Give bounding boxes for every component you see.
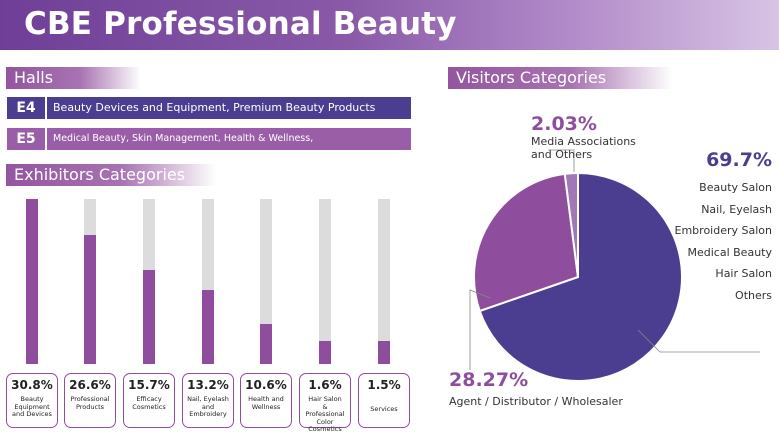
bar-track bbox=[143, 199, 155, 364]
data-label: 10.6% bbox=[245, 378, 287, 392]
bar bbox=[26, 199, 38, 364]
bar-track bbox=[378, 199, 390, 364]
page-title: CBE Professional Beauty bbox=[24, 6, 457, 42]
data-label: 2.03% bbox=[531, 113, 597, 135]
slice-text: Embroidery Salon bbox=[674, 224, 772, 237]
data-label: 28.27% bbox=[449, 369, 529, 391]
slice-text: Hair Salon bbox=[715, 267, 772, 280]
category-label-line: Nail, Eyelash bbox=[187, 395, 229, 403]
category-label-line: & Professional bbox=[305, 402, 345, 418]
category-label-line: Cosmetics bbox=[132, 402, 166, 411]
hall-row-e4: E4 Beauty Devices and Equipment, Premium… bbox=[7, 97, 411, 119]
category-card: 30.8% Beauty Equipment and Devices bbox=[6, 373, 58, 428]
category-label-line: Cosmetics bbox=[308, 425, 342, 433]
hall-code: E4 bbox=[7, 97, 45, 119]
category-label-line: and Embroidery bbox=[189, 402, 227, 418]
category-label-line: Beauty bbox=[20, 395, 44, 403]
pie-label-salon: 69.7% Beauty Salon Nail, Eyelash Embroid… bbox=[642, 149, 772, 306]
bar bbox=[260, 324, 272, 364]
data-label: 26.6% bbox=[69, 378, 111, 392]
bar-track bbox=[319, 199, 331, 364]
bar-track bbox=[260, 199, 272, 364]
category-card: 10.6% Health and Wellness bbox=[240, 373, 292, 428]
category-label-line: Wellness bbox=[251, 402, 281, 411]
category-label-line: Products bbox=[75, 402, 105, 411]
bar bbox=[378, 341, 390, 364]
bar bbox=[84, 235, 96, 364]
data-label: 13.2% bbox=[187, 378, 229, 392]
header-banner: CBE Professional Beauty bbox=[0, 0, 779, 50]
data-label: 1.6% bbox=[308, 378, 342, 392]
slice-text: Others bbox=[735, 288, 772, 302]
data-label: 69.7% bbox=[706, 149, 772, 171]
bar bbox=[202, 290, 214, 364]
visitors-section-title: Visitors Categories bbox=[448, 67, 673, 89]
slice-text: Media Associations bbox=[531, 135, 636, 148]
category-label: Nail, Eyelash and Embroidery bbox=[185, 395, 231, 419]
category-label-line: Professional bbox=[70, 395, 110, 403]
category-card: 15.7% Efficacy Cosmetics bbox=[123, 373, 175, 428]
category-label-line: Services bbox=[370, 405, 398, 413]
category-label-line: Health and bbox=[248, 395, 284, 403]
category-card: 1.6% Hair Salon & Professional Color Cosmeti… bbox=[299, 373, 351, 433]
data-label: 15.7% bbox=[128, 378, 170, 392]
data-label: 1.5% bbox=[367, 378, 401, 392]
category-label: Professional Products bbox=[67, 395, 113, 411]
bar bbox=[319, 341, 331, 364]
pie-label-agent: 28.27% Agent / Distributor / Wholesaler bbox=[449, 369, 623, 408]
category-label: Efficacy Cosmetics bbox=[126, 395, 172, 411]
slice-text: Medical Beauty bbox=[687, 245, 773, 259]
category-label-line: Equipment bbox=[14, 402, 50, 411]
category-card: 1.5% Services bbox=[358, 373, 410, 428]
leader-line bbox=[469, 289, 491, 370]
data-label: 30.8% bbox=[11, 378, 53, 392]
bar-track bbox=[84, 199, 96, 364]
hall-description: Beauty Devices and Equipment, Premium Be… bbox=[47, 97, 411, 119]
category-card: 13.2% Nail, Eyelash and Embroidery bbox=[182, 373, 234, 428]
category-label-line: Efficacy bbox=[136, 395, 162, 403]
slice-text: Agent / Distributor / Wholesaler bbox=[449, 395, 623, 408]
category-label: Hair Salon & Professional Color Cosmetics bbox=[302, 395, 348, 434]
slice-text: and Others bbox=[531, 148, 593, 161]
exhibitors-section-title: Exhibitors Categories bbox=[6, 164, 216, 186]
category-label-line: Color bbox=[316, 417, 334, 426]
slice-text: Nail, Eyelash bbox=[701, 202, 772, 216]
category-card: 26.6% Professional Products bbox=[64, 373, 116, 428]
pie-slice bbox=[563, 171, 579, 278]
pie-slice bbox=[478, 171, 683, 382]
category-label-line: Hair Salon bbox=[308, 395, 342, 403]
bar-track bbox=[26, 199, 38, 364]
hall-row-e5: E5 Medical Beauty, Skin Management, Heal… bbox=[7, 128, 411, 166]
hall-description: Medical Beauty, Skin Management, Health … bbox=[47, 128, 411, 166]
leader-line bbox=[548, 149, 575, 172]
pie-label-media: 2.03% Media Associations and Others bbox=[531, 113, 636, 161]
bar bbox=[143, 270, 155, 364]
category-label: Health and Wellness bbox=[243, 395, 289, 411]
halls-section-title: Halls bbox=[6, 67, 141, 89]
category-label: Beauty Equipment and Devices bbox=[9, 395, 55, 419]
slice-text: Beauty Salon bbox=[699, 181, 772, 194]
bar-track bbox=[202, 199, 214, 364]
hall-code: E5 bbox=[7, 128, 45, 150]
category-label: Services bbox=[361, 405, 407, 414]
category-label-line: and Devices bbox=[12, 410, 52, 418]
leader-line bbox=[637, 329, 760, 353]
